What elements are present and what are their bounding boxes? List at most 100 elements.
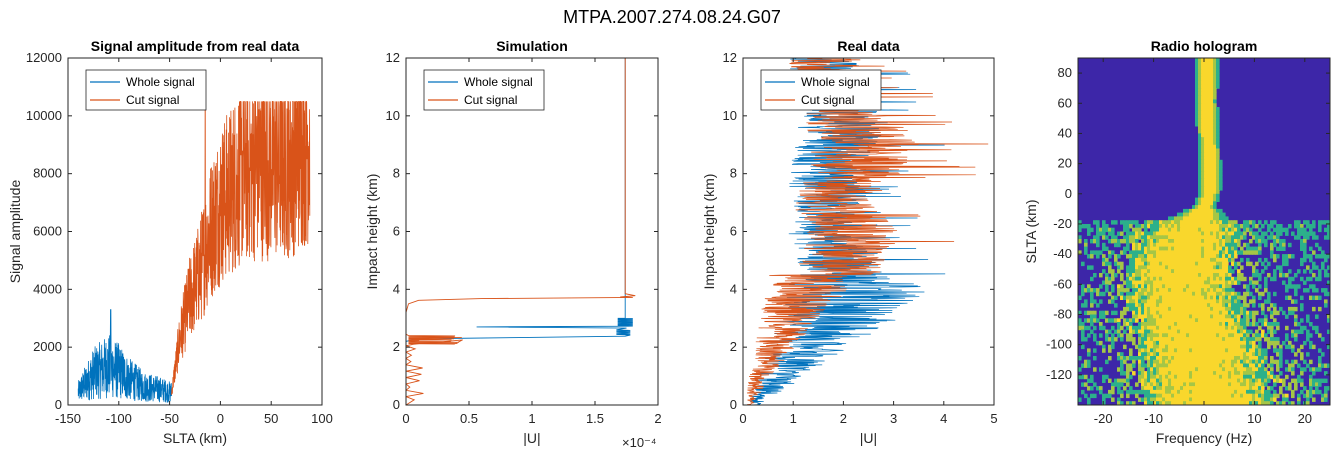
heatmap-cell (1150, 265, 1154, 270)
heatmap-cell (1210, 80, 1214, 85)
heatmap-cell (1207, 401, 1211, 405)
heatmap-cell (1168, 359, 1172, 365)
heatmap-cell (1195, 224, 1199, 229)
heatmap-cell (1153, 273, 1157, 278)
heatmap-cell (1294, 235, 1298, 240)
heatmap-cell (1210, 122, 1214, 127)
heatmap-cell (1162, 239, 1166, 244)
heatmap-cell (1180, 273, 1184, 278)
heatmap-cell (1153, 261, 1157, 267)
heatmap-cell (1204, 197, 1208, 202)
heatmap-cell (1123, 224, 1127, 229)
heatmap-cell (1252, 371, 1256, 376)
heatmap-cell (1219, 182, 1223, 187)
heatmap-cell (1210, 276, 1214, 282)
heatmap-cell (1120, 393, 1124, 399)
heatmap-cell (1216, 269, 1220, 274)
heatmap-cell (1162, 318, 1166, 323)
heatmap-cell (1183, 280, 1187, 285)
heatmap-cell (1255, 378, 1259, 383)
heatmap-cell (1213, 325, 1217, 331)
y-tick-label: 40 (1058, 125, 1072, 140)
heatmap-cell (1225, 356, 1229, 361)
heatmap-cell (1126, 389, 1130, 395)
heatmap-cell (1219, 242, 1223, 248)
heatmap-cell (1261, 231, 1265, 236)
heatmap-cell (1123, 318, 1127, 323)
heatmap-cell (1285, 257, 1289, 263)
heatmap-cell (1141, 333, 1145, 338)
heatmap-cell (1174, 295, 1178, 300)
heatmap-cell (1087, 363, 1091, 368)
heatmap-cell (1279, 371, 1283, 376)
heatmap-cell (1189, 359, 1193, 365)
heatmap-cell (1171, 261, 1175, 267)
heatmap-cell (1186, 382, 1190, 387)
heatmap-cell (1261, 224, 1265, 229)
heatmap-cell (1192, 276, 1196, 282)
heatmap-cell (1162, 389, 1166, 395)
heatmap-cell (1126, 337, 1130, 342)
heatmap-cell (1144, 389, 1148, 395)
heatmap-cell (1291, 393, 1295, 399)
heatmap-cell (1207, 122, 1211, 127)
heatmap-cell (1138, 356, 1142, 361)
heatmap-cell (1099, 325, 1103, 331)
heatmap-cell (1240, 397, 1244, 402)
heatmap-cell (1225, 378, 1229, 383)
heatmap-cell (1138, 246, 1142, 251)
heatmap-cell (1309, 374, 1313, 380)
heatmap-cell (1216, 231, 1220, 236)
heatmap-cell (1195, 110, 1199, 116)
heatmap-cell (1135, 344, 1139, 350)
heatmap-cell (1201, 58, 1205, 63)
heatmap-cell (1288, 306, 1292, 312)
heatmap-cell (1225, 239, 1229, 244)
heatmap-cell (1174, 220, 1178, 225)
heatmap-cell (1138, 314, 1142, 319)
heatmap-cell (1153, 397, 1157, 402)
heatmap-cell (1255, 386, 1259, 391)
heatmap-cell (1216, 61, 1220, 67)
heatmap-cell (1174, 325, 1178, 331)
y-tick-label: -40 (1053, 246, 1072, 261)
heatmap-cell (1138, 284, 1142, 289)
heatmap-cell (1174, 401, 1178, 405)
heatmap-cell (1150, 318, 1154, 323)
heatmap-cell (1219, 265, 1223, 270)
x-tick-label: 2 (840, 411, 847, 426)
heatmap-cell (1165, 257, 1169, 263)
heatmap-cell (1204, 186, 1208, 191)
heatmap-cell (1219, 261, 1223, 267)
heatmap-cell (1156, 359, 1160, 365)
heatmap-cell (1147, 257, 1151, 263)
heatmap-cell (1180, 378, 1184, 383)
heatmap-cell (1177, 310, 1181, 316)
heatmap-cell (1102, 280, 1106, 285)
heatmap-cell (1291, 329, 1295, 334)
heatmap-cell (1276, 352, 1280, 357)
heatmap-cell (1129, 333, 1133, 338)
heatmap-cell (1306, 314, 1310, 319)
heatmap-cell (1168, 401, 1172, 405)
heatmap-cell (1195, 344, 1199, 350)
heatmap-cell (1111, 220, 1115, 225)
heatmap-cell (1180, 220, 1184, 225)
heatmap-cell (1156, 352, 1160, 357)
heatmap-cell (1177, 389, 1181, 395)
heatmap-cell (1186, 322, 1190, 327)
heatmap-cell (1198, 363, 1202, 368)
heatmap-cell (1090, 303, 1094, 308)
heatmap-cell (1117, 386, 1121, 391)
heatmap-cell (1318, 246, 1322, 251)
heatmap-cell (1207, 182, 1211, 187)
heatmap-cell (1237, 303, 1241, 308)
heatmap-cell (1198, 231, 1202, 236)
heatmap-cell (1150, 378, 1154, 383)
heatmap-cell (1078, 227, 1082, 233)
heatmap-cell (1285, 393, 1289, 399)
heatmap-cell (1318, 389, 1322, 395)
heatmap-cell (1216, 80, 1220, 85)
heatmap-cell (1309, 231, 1313, 236)
heatmap-cell (1213, 359, 1217, 365)
